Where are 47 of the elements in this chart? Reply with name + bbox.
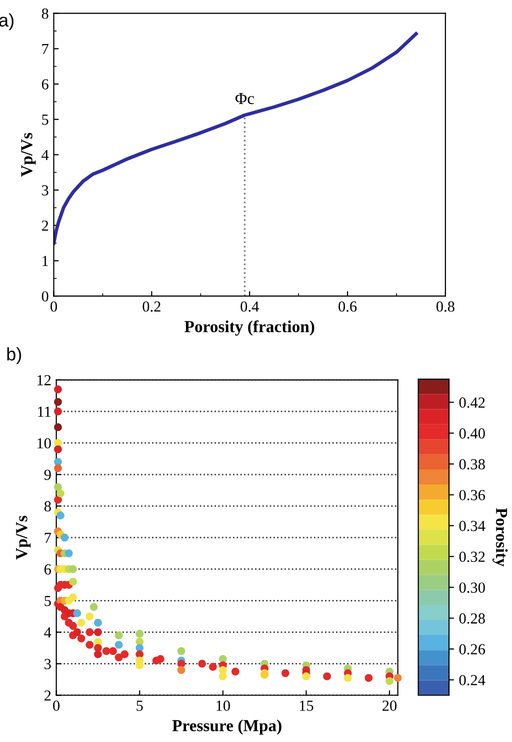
color-bar-label: 0.24 xyxy=(459,674,486,686)
color-bar-label: 0.28 xyxy=(459,613,485,624)
y-tick-label: 5 xyxy=(44,596,51,606)
y-tick-label: 5 xyxy=(42,114,48,125)
y-tick-label: 0 xyxy=(42,291,48,302)
x-tick-label: 0.8 xyxy=(436,301,454,312)
annotation: Φc xyxy=(235,93,254,104)
y-tick-label: 8 xyxy=(42,8,48,19)
color-bar-label: 0.38 xyxy=(459,459,485,470)
y-tick-label: 7 xyxy=(44,532,52,543)
y-tick-label: 12 xyxy=(38,375,51,386)
x-tick-label: 0 xyxy=(53,700,60,711)
y-tick-label: 11 xyxy=(38,406,51,417)
y-axis-title: Vp/Vs xyxy=(21,132,36,177)
x-tick-label: 20 xyxy=(382,700,397,711)
y-tick-label: 3 xyxy=(42,185,48,196)
y-tick-label: 6 xyxy=(42,79,48,90)
y-tick-label: 2 xyxy=(42,220,48,231)
color-bar-label: 0.36 xyxy=(459,490,486,500)
x-tick-label: 10 xyxy=(216,700,230,711)
y-tick-label: 2 xyxy=(44,690,51,701)
x-tick-label: 0.2 xyxy=(142,301,160,312)
y-tick-label: 9 xyxy=(44,470,51,480)
y-tick-label: 8 xyxy=(44,501,51,512)
color-bar-label: 0.42 xyxy=(459,397,485,408)
color-bar-title: Porosity xyxy=(492,508,508,567)
y-tick-label: 10 xyxy=(38,438,51,448)
y-axis-title: Vp/Vs xyxy=(16,516,31,560)
y-tick-label: 6 xyxy=(44,564,52,575)
y-tick-label: 4 xyxy=(42,150,49,160)
y-tick-label: 3 xyxy=(44,658,51,670)
x-axis-title: Pressure (Mpa) xyxy=(172,720,282,735)
x-axis-title: Porosity (fraction) xyxy=(184,320,314,336)
text: b) xyxy=(7,347,22,364)
color-bar-label: 0.34 xyxy=(459,520,486,532)
x-tick-label: 0.6 xyxy=(338,301,357,312)
line-series xyxy=(54,32,418,245)
y-tick-label: 4 xyxy=(44,627,52,638)
y-tick-label: 1 xyxy=(42,256,48,266)
x-tick-label: 5 xyxy=(136,700,143,711)
x-tick-label: 0.4 xyxy=(240,301,259,312)
y-tick-label: 7 xyxy=(42,44,48,54)
color-bar-label: 0.26 xyxy=(459,644,486,655)
color-bar-label: 0.32 xyxy=(459,552,485,562)
color-bar-label: 0.40 xyxy=(459,428,485,439)
x-tick-label: 15 xyxy=(300,700,314,711)
color-bar-label: 0.30 xyxy=(459,582,485,593)
